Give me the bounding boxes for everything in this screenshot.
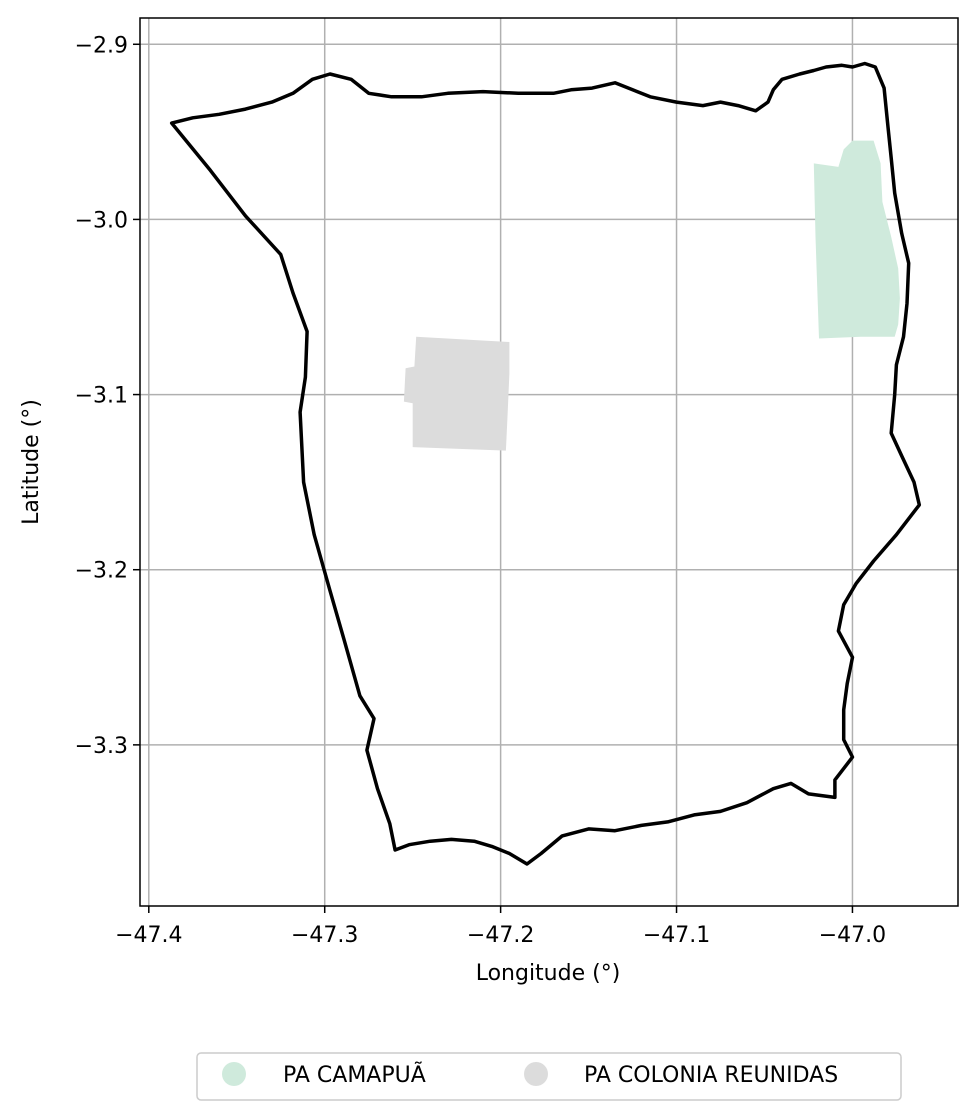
boundary-outline [169, 61, 922, 866]
y-axis-title: Latitude (°) [19, 399, 44, 525]
x-tick-label: −47.2 [467, 923, 534, 948]
x-tick-label: −47.4 [115, 923, 182, 948]
x-tick-label: −47.1 [643, 923, 710, 948]
legend-label-camapua: PA CAMAPUÃ [283, 1061, 426, 1088]
municipality-boundary [169, 61, 922, 866]
x-tick-label: −47.0 [819, 923, 886, 948]
y-tick-label: −3.0 [75, 208, 128, 233]
y-axis-ticks: −2.9 −3.0 −3.1 −3.2 −3.3 [75, 33, 140, 759]
plot-frame [139, 17, 959, 907]
area-polygons [403, 140, 900, 451]
legend-swatch-camapua [222, 1062, 246, 1086]
area-colonia-reunidas [403, 336, 510, 451]
y-tick-label: −3.1 [75, 384, 128, 409]
x-axis-title: Longitude (°) [476, 961, 621, 986]
legend-label-colonia-reunidas: PA COLONIA REUNIDAS [584, 1063, 838, 1088]
legend-swatch-colonia-reunidas [524, 1062, 548, 1086]
area-camapua [813, 140, 900, 339]
grid-lines [140, 18, 958, 906]
x-tick-label: −47.3 [291, 923, 358, 948]
legend: PA CAMAPUÃ PA COLONIA REUNIDAS [196, 1052, 902, 1101]
y-tick-label: −3.2 [75, 559, 128, 584]
x-axis-ticks: −47.4 −47.3 −47.2 −47.1 −47.0 [115, 906, 886, 948]
plot-background [140, 18, 958, 906]
legend-frame [196, 1052, 902, 1101]
y-tick-label: −3.3 [75, 734, 128, 759]
y-tick-label: −2.9 [75, 33, 128, 58]
